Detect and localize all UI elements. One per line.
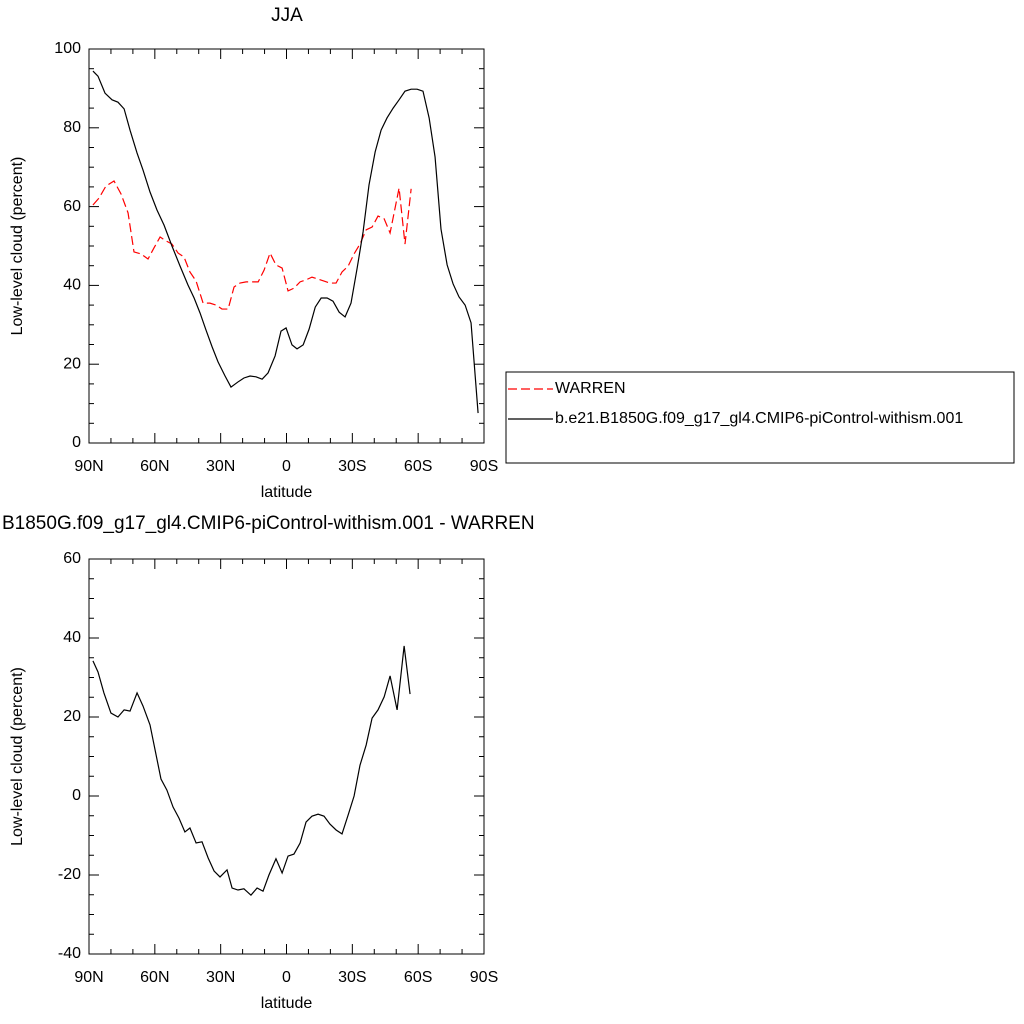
x-tick-label: 60N [140, 458, 169, 475]
x-tick-label: 30S [338, 458, 366, 475]
y-axis-label: Low-level cloud (percent) [9, 157, 26, 336]
x-tick-label: 0 [282, 969, 291, 986]
data-line [92, 180, 412, 310]
chart-title: JJA [271, 5, 303, 26]
x-tick-label: 90N [74, 969, 103, 986]
y-tick-label: 0 [72, 787, 81, 804]
x-tick-label: 60S [404, 969, 432, 986]
y-tick-label: 60 [63, 198, 81, 215]
y-tick-label: -20 [58, 866, 81, 883]
data-line [92, 645, 411, 896]
x-tick-label: 90S [470, 458, 498, 475]
chart-title: B1850G.f09_g17_gl4.CMIP6-piControl-withi… [2, 513, 535, 534]
legend-label: WARREN [555, 380, 626, 397]
x-tick-label: 60N [140, 969, 169, 986]
legend-box [505, 371, 1015, 464]
legend-label: b.e21.B1850G.f09_g17_gl4.CMIP6-piControl… [555, 410, 963, 427]
x-tick-label: 60S [404, 458, 432, 475]
x-tick-label: 90S [470, 969, 498, 986]
plot-frame [88, 558, 485, 955]
x-tick-label: 30S [338, 969, 366, 986]
x-axis-label: latitude [261, 995, 313, 1012]
x-tick-label: 90N [74, 458, 103, 475]
x-axis-label: latitude [261, 484, 313, 501]
y-tick-label: 60 [63, 550, 81, 567]
x-tick-label: 0 [282, 458, 291, 475]
y-tick-label: 20 [63, 708, 81, 725]
plot-frame [88, 48, 485, 444]
y-tick-label: 40 [63, 629, 81, 646]
y-tick-label: -40 [58, 945, 81, 962]
y-tick-label: 80 [63, 119, 81, 136]
x-tick-label: 30N [206, 458, 235, 475]
y-tick-label: 100 [54, 40, 81, 57]
y-tick-label: 40 [63, 277, 81, 294]
data-line [92, 70, 479, 414]
y-axis-label: Low-level cloud (percent) [9, 667, 26, 846]
y-tick-label: 0 [72, 434, 81, 451]
x-tick-label: 30N [206, 969, 235, 986]
y-tick-label: 20 [63, 355, 81, 372]
